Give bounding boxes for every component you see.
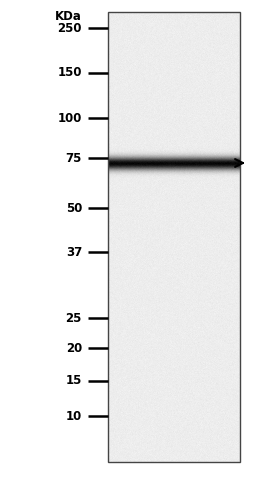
Text: 25: 25 xyxy=(66,311,82,325)
Text: 20: 20 xyxy=(66,342,82,354)
Bar xyxy=(108,12,240,462)
Text: 15: 15 xyxy=(66,374,82,387)
Text: 10: 10 xyxy=(66,409,82,423)
Text: KDa: KDa xyxy=(54,10,82,23)
Text: 100: 100 xyxy=(58,111,82,124)
Text: 250: 250 xyxy=(58,21,82,35)
Text: 37: 37 xyxy=(66,245,82,259)
Text: 75: 75 xyxy=(66,151,82,164)
Text: 50: 50 xyxy=(66,202,82,215)
Text: 150: 150 xyxy=(58,66,82,80)
